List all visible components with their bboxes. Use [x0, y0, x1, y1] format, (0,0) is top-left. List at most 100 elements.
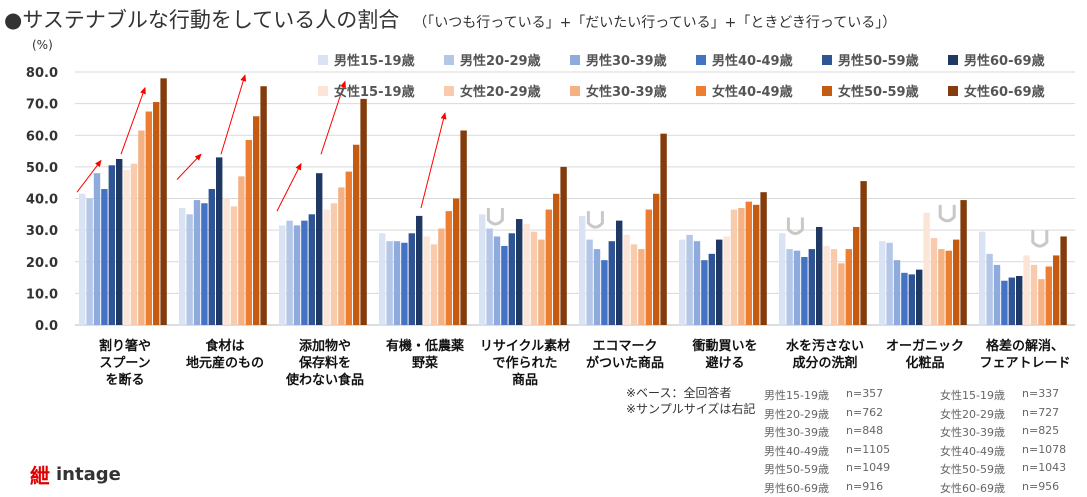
bar — [208, 189, 215, 325]
bar — [753, 204, 760, 325]
trend-arrow-men — [76, 159, 102, 193]
legend-label: 女性20-29歳 — [460, 85, 541, 100]
sample-label: 男性40-49歳 — [764, 444, 829, 458]
bar — [979, 231, 986, 325]
bar — [145, 111, 152, 325]
legend-item: 男性30-39歳 — [570, 50, 667, 69]
legend-swatch — [822, 54, 832, 65]
bar — [701, 260, 708, 325]
bar — [993, 264, 1001, 325]
bar — [786, 249, 793, 325]
legend-label: 女性30-39歳 — [586, 85, 667, 100]
bar — [738, 207, 745, 325]
bar — [379, 233, 386, 325]
chart-title: ●サステナブルな行動をしている人の割合 （「いつも行っている」+「だいたい行ってい… — [4, 4, 896, 34]
legend-swatch — [948, 54, 958, 65]
bar — [716, 239, 723, 325]
bar — [86, 198, 93, 325]
bar — [253, 116, 260, 326]
bar — [330, 203, 338, 325]
sample-n: n=1078 — [1022, 442, 1067, 456]
bar — [153, 102, 160, 325]
sample-n: n=727 — [1022, 405, 1060, 419]
bar — [116, 158, 123, 325]
legend-swatch — [318, 85, 328, 96]
bar — [886, 242, 893, 325]
legend-swatch — [570, 54, 580, 65]
legend-label: 女性15-19歳 — [334, 85, 415, 100]
legend-label: 女性40-49歳 — [712, 85, 793, 100]
bar — [323, 209, 330, 325]
y-tick-label: 80.0 — [26, 66, 58, 81]
sample-label: 女性15-19歳 — [940, 389, 1005, 402]
bar — [360, 98, 367, 325]
trend-arrow-women — [120, 86, 146, 155]
bar — [1016, 275, 1023, 325]
y-tick-label: 60.0 — [26, 129, 58, 144]
bar — [945, 250, 952, 325]
sample-label: 男性20-29歳 — [764, 407, 829, 421]
u-shape-marker — [938, 204, 956, 223]
bar — [853, 226, 860, 325]
bar — [860, 181, 867, 325]
bar — [93, 173, 101, 325]
bar — [1060, 236, 1067, 325]
bar — [616, 220, 623, 325]
bar — [345, 171, 352, 325]
trend-arrow-women — [220, 74, 247, 155]
sample-label: 男性30-39歳 — [764, 426, 829, 439]
bar — [293, 225, 301, 325]
bar — [79, 193, 86, 325]
sample-n: n=337 — [1022, 387, 1060, 400]
bar — [423, 236, 430, 325]
bar — [779, 233, 786, 325]
bar — [708, 253, 715, 325]
bar — [353, 144, 360, 325]
sample-n: n=1049 — [846, 461, 891, 474]
bar — [760, 192, 767, 325]
bar — [730, 209, 738, 325]
legend-swatch — [696, 85, 706, 96]
sample-label: 男性50-59歳 — [764, 463, 829, 476]
bar — [501, 245, 508, 325]
legend-swatch — [318, 54, 328, 65]
x-tick-label: 添加物や 保存料を 使わない食品 — [285, 339, 364, 388]
bar — [401, 242, 408, 325]
bar — [953, 239, 960, 325]
bar — [845, 249, 852, 325]
bar — [745, 201, 752, 325]
sample-n: n=848 — [846, 424, 884, 437]
bar — [130, 163, 138, 325]
bar — [630, 244, 638, 325]
bar — [986, 253, 993, 325]
legend-label: 女性60-69歳 — [964, 85, 1045, 100]
legend-item: 男性40-49歳 — [696, 50, 793, 69]
bar — [216, 157, 223, 325]
bar — [438, 228, 445, 325]
bar — [1045, 266, 1052, 325]
legend-swatch — [696, 54, 706, 65]
logo-mark: 紲 — [30, 464, 50, 488]
bar — [838, 263, 845, 325]
bar — [486, 228, 493, 325]
logo-text: intage — [56, 464, 121, 485]
bar — [301, 220, 308, 325]
bar — [686, 234, 693, 325]
trend-arrow-women — [320, 80, 346, 155]
y-tick-label: 70.0 — [26, 98, 58, 113]
sample-n: n=1043 — [1022, 461, 1067, 474]
bar — [893, 260, 901, 325]
bar — [530, 231, 538, 325]
bar — [160, 78, 167, 325]
trend-arrow-women — [420, 112, 447, 209]
title-main: ●サステナブルな行動をしている人の割合 — [4, 8, 400, 32]
bar — [660, 133, 667, 325]
bar — [579, 215, 586, 325]
sample-n: n=916 — [846, 479, 884, 493]
y-tick-label: 30.0 — [26, 224, 58, 239]
x-tick-label: 割り箸や スプーン を断る — [98, 339, 151, 388]
legend-label: 男性30-39歳 — [586, 54, 667, 69]
u-shape-marker — [586, 211, 604, 229]
legend-item: 男性20-29歳 — [444, 50, 541, 69]
bar — [938, 249, 945, 325]
